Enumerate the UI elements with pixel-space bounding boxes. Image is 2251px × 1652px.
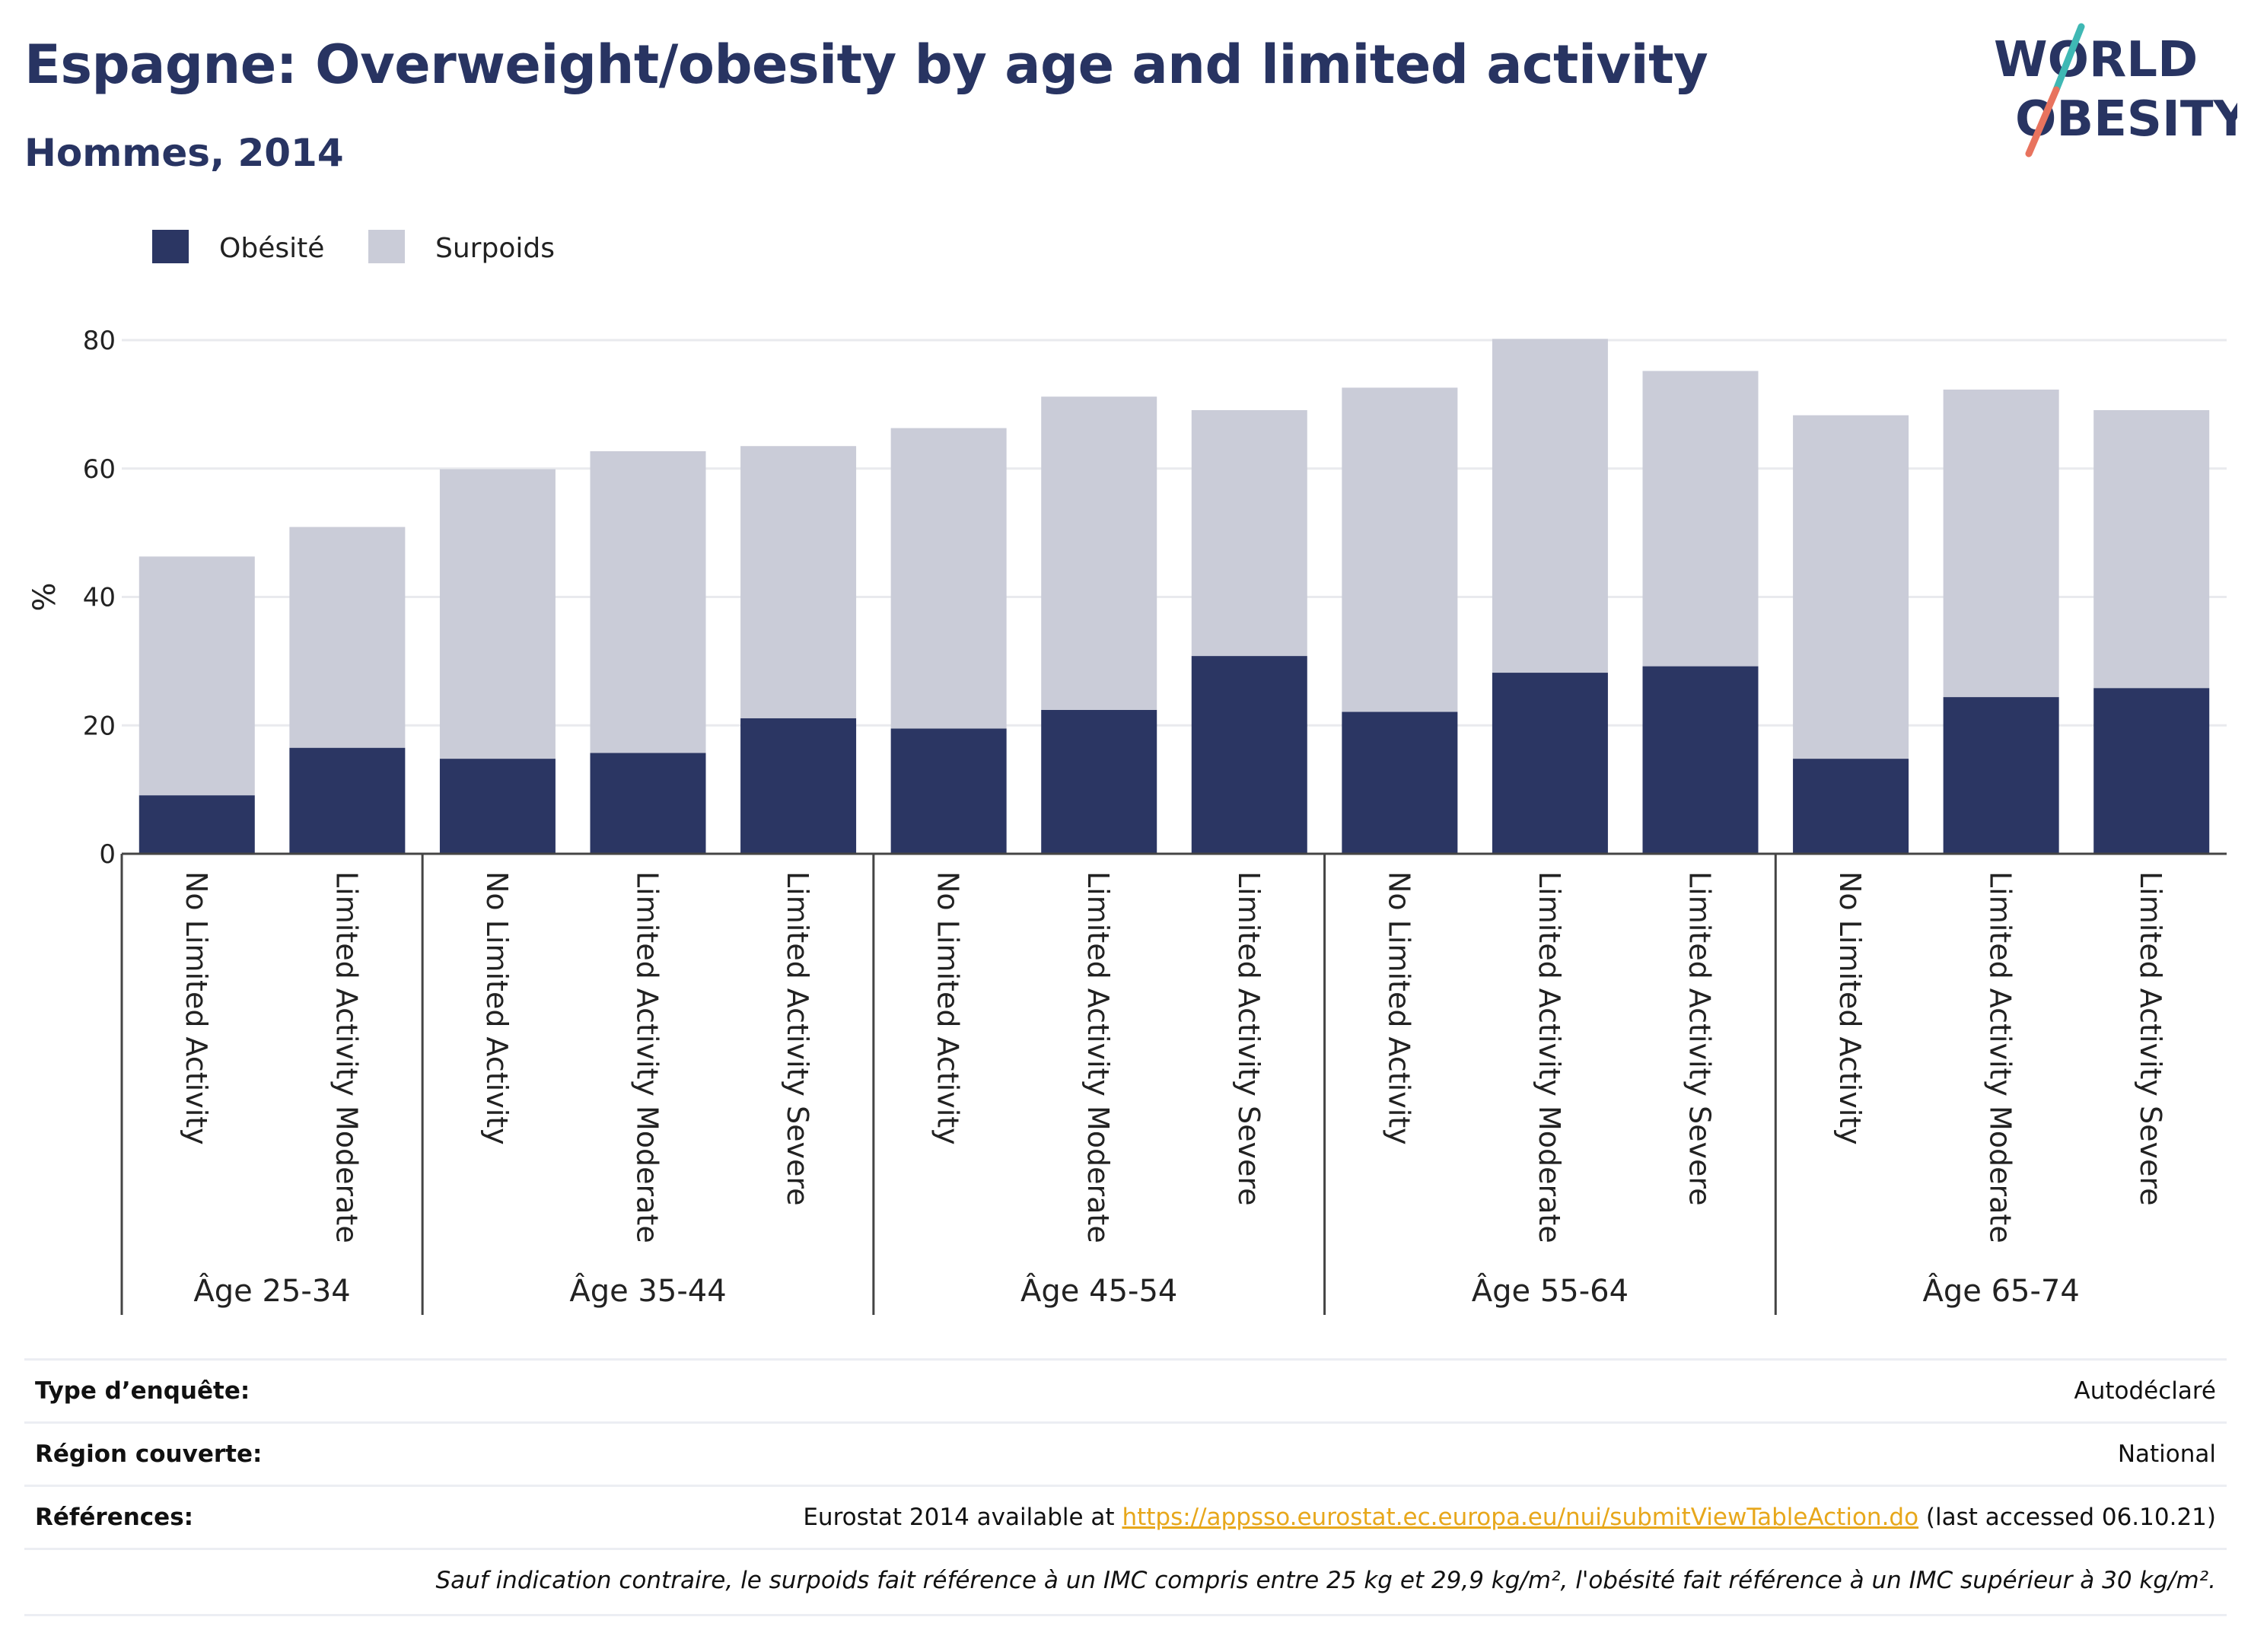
bar-overweight xyxy=(1191,409,1307,657)
legend-label-obesity: Obésité xyxy=(219,233,324,264)
bar-obesity xyxy=(2093,688,2210,854)
survey-type-label: Type d’enquête: xyxy=(35,1377,250,1405)
definition-note: Sauf indication contraire, le surpoids f… xyxy=(435,1567,2216,1594)
legend-swatch-overweight xyxy=(368,230,405,263)
bar-overweight xyxy=(1342,387,1458,712)
x-category-label: Limited Activity Severe xyxy=(1683,871,1717,1206)
stacked-bar-chart: 0 20 40 60 80% Obésité Surpoids No Limited Acti… xyxy=(27,230,2227,1315)
x-category-label: No Limited Activity xyxy=(931,871,965,1145)
bar-overweight xyxy=(439,469,556,759)
bar-overweight xyxy=(1041,396,1157,710)
bar-overweight xyxy=(1642,371,1759,667)
bar-obesity xyxy=(1492,673,1608,854)
x-group-label: Âge 45-54 xyxy=(1020,1272,1177,1309)
x-category-label: No Limited Activity xyxy=(1382,871,1415,1145)
bar-obesity xyxy=(1793,759,1909,854)
bar-obesity xyxy=(1041,710,1157,854)
x-category-label: Limited Activity Severe xyxy=(2134,871,2167,1206)
world-obesity-logo: WORLD OBESITY xyxy=(1994,23,2237,158)
x-category-label: Limited Activity Moderate xyxy=(1533,871,1566,1243)
bar-obesity xyxy=(289,747,406,854)
chart-subtitle: Hommes, 2014 xyxy=(24,131,344,175)
x-category-label: Limited Activity Severe xyxy=(1232,871,1266,1206)
references-prefix: Eurostat 2014 available at xyxy=(803,1504,1122,1531)
references-label: Références: xyxy=(35,1504,194,1531)
bar-overweight xyxy=(138,556,255,796)
bar-overweight xyxy=(740,446,857,718)
bar-obesity xyxy=(1191,656,1307,854)
references-suffix: (last accessed 06.10.21) xyxy=(1918,1504,2216,1531)
logo-line1: WORLD xyxy=(1994,32,2198,88)
bar-overweight xyxy=(2093,409,2210,689)
y-tick-label: 80 xyxy=(83,326,116,356)
references-value: Eurostat 2014 available at https://appss… xyxy=(803,1504,2216,1531)
y-axis-label: % xyxy=(27,582,62,611)
region-value: National xyxy=(2117,1440,2216,1468)
legend-swatch-obesity xyxy=(152,230,189,263)
bar-overweight xyxy=(590,450,706,753)
y-tick-label: 40 xyxy=(83,583,116,613)
y-tick-label: 0 xyxy=(99,839,116,870)
x-category-label: Limited Activity Moderate xyxy=(330,871,363,1243)
x-category-label: No Limited Activity xyxy=(1833,871,1867,1145)
y-tick-label: 20 xyxy=(83,711,116,741)
bar-obesity xyxy=(1342,711,1458,854)
info-row-references: Références: Eurostat 2014 available at h… xyxy=(24,1485,2227,1548)
bar-obesity xyxy=(138,795,255,854)
x-group-label: Âge 65-74 xyxy=(1922,1272,2079,1309)
x-group-label: Âge 55-64 xyxy=(1472,1272,1629,1309)
info-row-region: Région couverte: National xyxy=(24,1421,2227,1485)
survey-type-value: Autodéclaré xyxy=(2074,1377,2216,1405)
logo-slash-coral xyxy=(2025,86,2060,158)
bar-obesity xyxy=(890,728,1007,854)
bar-overweight xyxy=(890,428,1007,729)
logo-slash-teal xyxy=(2052,23,2085,94)
region-label: Région couverte: xyxy=(35,1440,263,1468)
x-category-label: Limited Activity Moderate xyxy=(1081,871,1115,1243)
x-category-label: No Limited Activity xyxy=(180,871,213,1145)
legend-label-overweight: Surpoids xyxy=(435,233,555,264)
bar-obesity xyxy=(1943,697,2059,854)
x-category-label: No Limited Activity xyxy=(480,871,514,1145)
x-category-label: Limited Activity Moderate xyxy=(1984,871,2017,1243)
x-category-label: Limited Activity Severe xyxy=(781,871,814,1206)
bar-overweight xyxy=(1492,339,1608,673)
x-group-label: Âge 35-44 xyxy=(569,1272,726,1309)
x-group-label: Âge 25-34 xyxy=(193,1272,350,1309)
bar-overweight xyxy=(1943,389,2059,698)
bar-overweight xyxy=(1793,415,1909,759)
bar-obesity xyxy=(590,753,706,854)
bar-obesity xyxy=(439,759,556,854)
references-link[interactable]: https://appsso.eurostat.ec.europa.eu/nui… xyxy=(1122,1504,1919,1531)
x-category-label: Limited Activity Moderate xyxy=(631,871,664,1243)
bar-obesity xyxy=(1642,666,1759,854)
info-row-survey: Type d’enquête: Autodéclaré xyxy=(24,1358,2227,1421)
info-table: Type d’enquête: Autodéclaré Région couve… xyxy=(24,1358,2227,1616)
y-tick-label: 60 xyxy=(83,454,116,485)
bar-obesity xyxy=(740,718,857,854)
chart-title: Espagne: Overweight/obesity by age and l… xyxy=(24,33,1708,96)
info-row-note: Sauf indication contraire, le surpoids f… xyxy=(24,1548,2227,1616)
bar-overweight xyxy=(289,527,406,748)
